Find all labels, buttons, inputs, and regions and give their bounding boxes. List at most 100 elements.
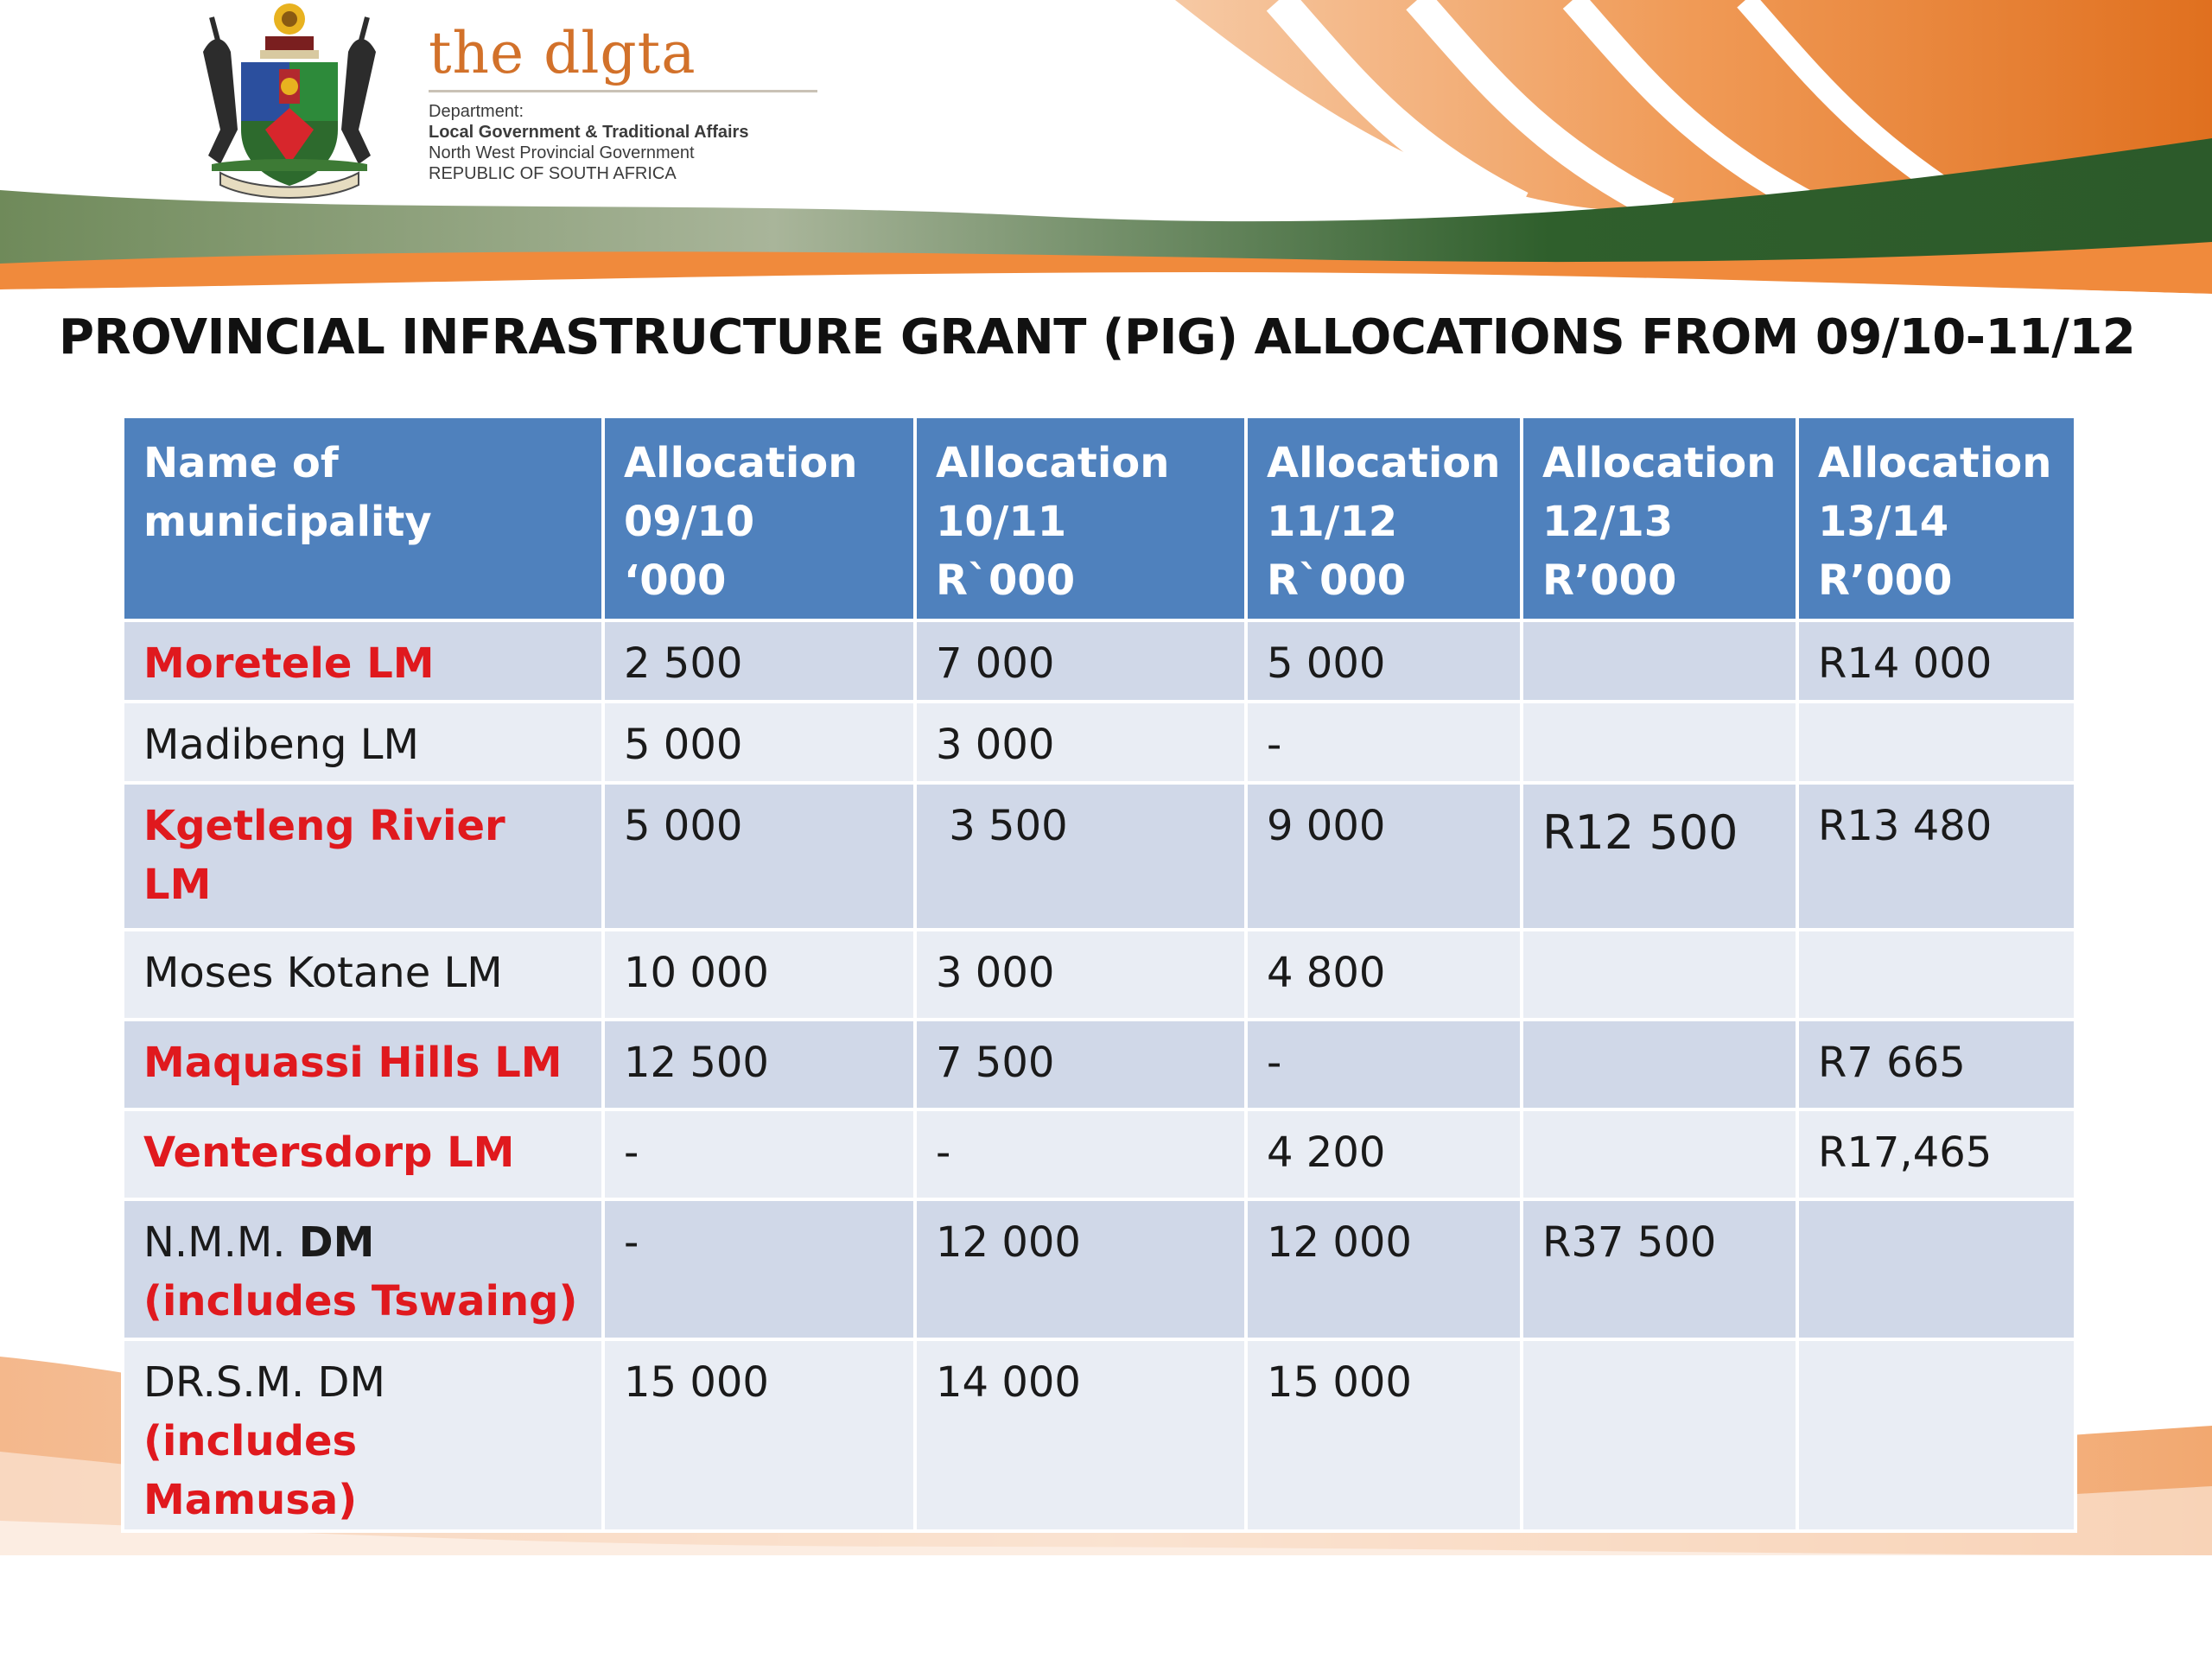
header-line: Name of [143, 439, 339, 487]
value-cell: R37 500 [1520, 1198, 1799, 1341]
header-line: R`000 [936, 556, 1076, 605]
value-cell [1796, 700, 2077, 785]
allocation-0910: 2 500 [624, 639, 743, 688]
table-row: Kgetleng Rivier LM 5 000 3 500 9 000 R12… [121, 781, 2077, 931]
allocation-1314: R17,465 [1818, 1128, 1993, 1177]
value-cell: R14 000 [1796, 619, 2077, 703]
value-cell [1796, 1338, 2077, 1533]
value-cell [1520, 1108, 1799, 1201]
allocation-1112: - [1267, 1039, 1282, 1087]
value-cell: R12 500 [1520, 781, 1799, 931]
allocation-1112: 4 800 [1267, 949, 1386, 997]
header-allocation-1011: Allocation 10/11 R`000 [913, 415, 1248, 622]
allocation-1011: 7 500 [936, 1039, 1055, 1087]
allocation-1213 [1542, 1111, 1777, 1123]
allocation-1314 [1818, 1341, 2055, 1353]
table-row: Moses Kotane LM 10 000 3 000 4 800 [121, 928, 2077, 1021]
value-cell: - [1244, 700, 1523, 785]
municipality-cell: N.M.M. DM (includes Tswaing) [121, 1198, 605, 1341]
header-line: Allocation [936, 439, 1170, 487]
allocation-1213 [1542, 1341, 1777, 1353]
allocation-1011: 14 000 [936, 1358, 1081, 1407]
municipality-cell: Ventersdorp LM [121, 1108, 605, 1201]
table-header-row: Name of municipality Allocation 09/10 ‘0… [121, 415, 2077, 622]
allocation-0910: 5 000 [624, 721, 743, 769]
government-name: North West Provincial Government [429, 143, 695, 162]
header-allocation-0910: Allocation 09/10 ‘000 [601, 415, 917, 622]
allocation-0910: 12 500 [624, 1039, 769, 1087]
municipality-name: N.M.M. DM (includes Tswaing) [143, 1201, 582, 1331]
allocation-1112: - [1267, 721, 1282, 769]
allocations-table: Name of municipality Allocation 09/10 ‘0… [121, 415, 2077, 1533]
allocation-1011: 3 000 [936, 721, 1055, 769]
header-line: R`000 [1267, 556, 1407, 605]
value-cell: 12 000 [1244, 1198, 1523, 1341]
header-allocation-1314: Allocation 13/14 R’000 [1796, 415, 2077, 622]
allocation-1213 [1542, 931, 1777, 944]
value-cell: R13 480 [1796, 781, 2077, 931]
allocation-0910: - [624, 1218, 639, 1267]
value-cell: 3 000 [913, 700, 1248, 785]
value-cell: - [601, 1108, 917, 1201]
municipality-name-bold: DM [298, 1218, 375, 1267]
header-line: 09/10 [624, 498, 755, 546]
value-cell: - [601, 1198, 917, 1341]
municipality-cell: Moses Kotane LM [121, 928, 605, 1021]
header: the dlgta Department: Local Government &… [0, 0, 2212, 225]
table-row: Madibeng LM 5 000 3 000 - [121, 700, 2077, 785]
municipality-cell: DR.S.M. DM (includes Mamusa) [121, 1338, 605, 1533]
allocation-1213 [1542, 622, 1777, 634]
value-cell [1520, 1018, 1799, 1111]
municipality-name-prefix: N.M.M. [143, 1218, 299, 1267]
header-line: Allocation [1267, 439, 1501, 487]
municipality-name: Moretele LM [143, 639, 435, 688]
allocation-1011: 3 000 [936, 949, 1055, 997]
allocation-1314 [1818, 1201, 2055, 1213]
value-cell: 14 000 [913, 1338, 1248, 1533]
value-cell [1520, 928, 1799, 1021]
value-cell: 15 000 [1244, 1338, 1523, 1533]
allocation-1112: 15 000 [1267, 1358, 1412, 1407]
value-cell: 5 000 [601, 700, 917, 785]
municipality-name: Madibeng LM [143, 721, 419, 769]
country-name: REPUBLIC OF SOUTH AFRICA [429, 164, 677, 183]
value-cell: - [1244, 1018, 1523, 1111]
value-cell: 4 200 [1244, 1108, 1523, 1201]
coat-of-arms-icon [203, 3, 376, 199]
municipality-name: Moses Kotane LM [143, 949, 503, 997]
value-cell: R7 665 [1796, 1018, 2077, 1111]
allocation-1011: 3 500 [936, 802, 1068, 850]
municipality-cell: Moretele LM [121, 619, 605, 703]
allocation-1314: R7 665 [1818, 1039, 1966, 1087]
header-line: 13/14 [1818, 498, 1949, 546]
header-line: municipality [143, 498, 432, 546]
allocation-0910: 5 000 [624, 802, 743, 850]
header-line: Allocation [624, 439, 858, 487]
allocation-1112: 5 000 [1267, 639, 1386, 688]
allocation-1112: 12 000 [1267, 1218, 1412, 1267]
value-cell [1796, 1198, 2077, 1341]
value-cell: 3 500 [913, 781, 1248, 931]
value-cell: 7 500 [913, 1018, 1248, 1111]
allocation-1112: 9 000 [1267, 802, 1386, 850]
value-cell [1520, 619, 1799, 703]
header-allocation-1213: Allocation 12/13 R’000 [1520, 415, 1799, 622]
header-line: 11/12 [1267, 498, 1398, 546]
header-line: Allocation [1542, 439, 1777, 487]
allocation-1314 [1818, 931, 2055, 944]
brand-divider [429, 90, 817, 92]
header-line: 10/11 [936, 498, 1067, 546]
page-title: PROVINCIAL INFRASTRUCTURE GRANT (PIG) AL… [59, 309, 2136, 365]
allocation-0910: 15 000 [624, 1358, 769, 1407]
allocation-1011: - [936, 1128, 951, 1177]
allocation-1314: R14 000 [1818, 639, 1993, 688]
value-cell [1796, 928, 2077, 1021]
header-line: 12/13 [1542, 498, 1674, 546]
municipality-name-prefix: DR.S.M. DM [143, 1358, 385, 1407]
municipality-cell: Kgetleng Rivier LM [121, 781, 605, 931]
allocation-1213 [1542, 1021, 1777, 1033]
value-cell: 4 800 [1244, 928, 1523, 1021]
value-cell [1520, 700, 1799, 785]
municipality-name: Kgetleng Rivier LM [143, 802, 505, 909]
municipality-cell: Madibeng LM [121, 700, 605, 785]
